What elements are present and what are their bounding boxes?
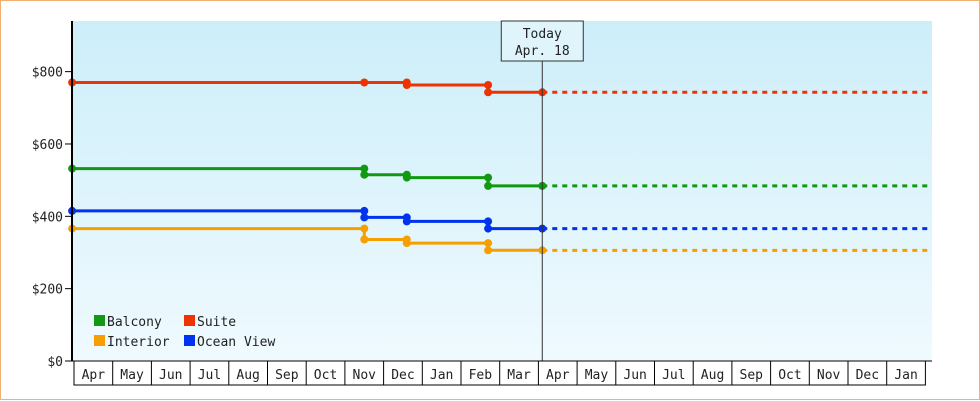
legend-swatch-ocean-view [184,335,195,346]
data-point-balcony-6 [484,181,493,190]
data-point-suite-4 [484,81,493,89]
x-tick-label-16: Aug [701,368,724,383]
y-tick-label-1: $200 [32,283,63,298]
x-tick-label-10: Feb [469,368,493,383]
x-tick-label-1: May [120,368,144,383]
data-point-interior-5 [484,239,493,248]
x-tick-label-21: Jan [894,368,917,383]
today-title: Today [523,27,562,42]
data-point-ocean-view-5 [484,217,493,226]
data-point-interior-2 [360,235,369,244]
legend-swatch-suite [184,315,195,326]
x-tick-label-19: Nov [817,368,841,383]
x-tick-label-17: Sep [740,368,764,383]
x-tick-label-12: Apr [546,368,570,383]
y-tick-label-3: $600 [32,138,63,153]
x-tick-label-11: Mar [507,368,531,383]
data-point-suite-3 [402,81,411,89]
data-point-interior-6 [484,246,493,255]
y-tick-label-2: $400 [32,210,63,225]
data-point-balcony-5 [484,173,493,182]
x-tick-label-9: Jan [430,368,453,383]
x-tick-label-18: Oct [778,368,801,383]
data-point-balcony-2 [360,170,369,179]
x-tick-label-13: May [585,368,609,383]
x-tick-label-0: Apr [82,368,106,383]
y-tick-label-0: $0 [47,355,63,370]
data-point-suite-5 [484,88,493,97]
data-point-ocean-view-2 [360,213,369,222]
plot-area [72,21,932,361]
legend-swatch-interior [94,335,105,346]
x-tick-label-2: Jun [159,368,182,383]
x-tick-label-4: Aug [236,368,259,383]
today-box [500,20,584,62]
data-point-ocean-view-6 [484,224,493,233]
x-tick-label-3: Jul [198,368,221,383]
data-point-interior-1 [360,224,369,233]
x-tick-label-7: Nov [353,368,377,383]
x-tick-label-5: Sep [275,368,299,383]
data-point-interior-4 [402,239,411,248]
data-point-ocean-view-1 [360,206,369,215]
data-point-balcony-4 [402,173,411,182]
data-point-ocean-view-4 [402,217,411,226]
legend-label-suite: Suite [197,315,236,330]
legend-label-interior: Interior [107,335,170,350]
x-tick-label-20: Dec [856,368,879,383]
data-point-suite-1 [360,78,369,87]
legend-swatch-balcony [94,315,105,326]
y-tick-label-4: $800 [32,66,63,81]
legend-label-balcony: Balcony [107,315,162,330]
x-tick-label-8: Dec [391,368,414,383]
today-date: Apr. 18 [515,44,570,59]
x-tick-label-15: Jul [662,368,685,383]
legend-label-ocean-view: Ocean View [197,335,275,350]
data-point-balcony-1 [360,164,369,173]
x-tick-label-6: Oct [314,368,337,383]
x-tick-label-14: Jun [623,368,646,383]
